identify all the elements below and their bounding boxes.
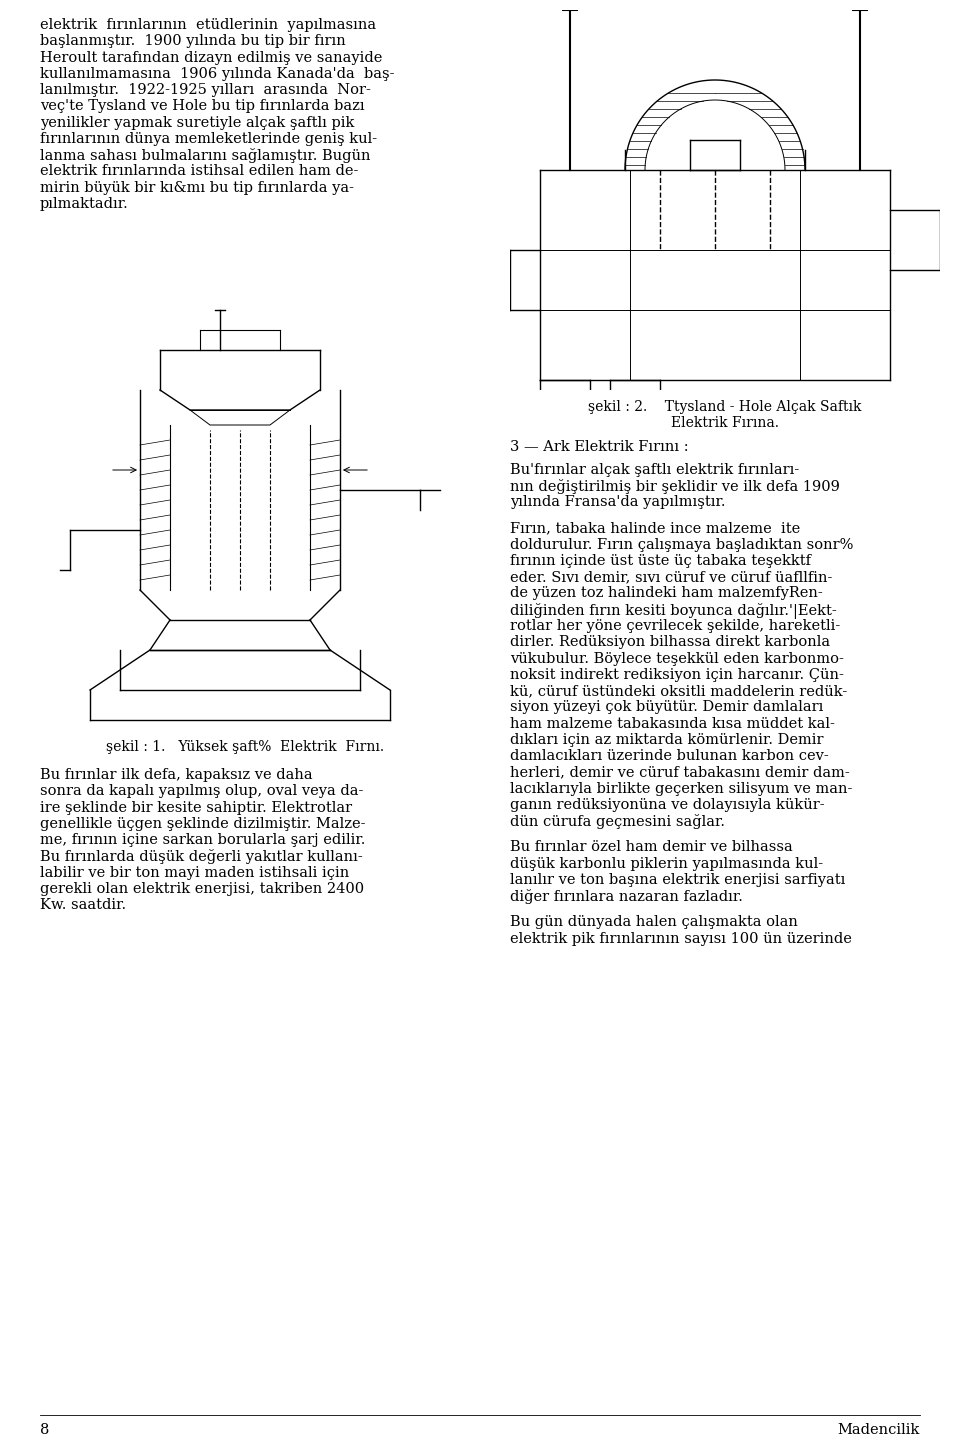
Text: lanma sahası bulmalarını sağlamıştır. Bugün: lanma sahası bulmalarını sağlamıştır. Bu… xyxy=(40,148,371,163)
Text: şekil : 1.   Yüksek şaft%  Elektrik  Fırnı.: şekil : 1. Yüksek şaft% Elektrik Fırnı. xyxy=(106,740,384,755)
Text: noksit indirekt rediksiyon için harcanır. Çün-: noksit indirekt rediksiyon için harcanır… xyxy=(510,668,844,683)
Text: Fırın, tabaka halinde ince malzeme  ite: Fırın, tabaka halinde ince malzeme ite xyxy=(510,521,801,536)
Text: rotlar her yöne çevrilecek şekilde, hareketli-: rotlar her yöne çevrilecek şekilde, hare… xyxy=(510,619,840,634)
Text: doldurulur. Fırın çalışmaya başladıktan sonr%: doldurulur. Fırın çalışmaya başladıktan … xyxy=(510,537,853,552)
Text: ham malzeme tabakasında kısa müddet kal-: ham malzeme tabakasında kısa müddet kal- xyxy=(510,717,835,730)
Text: yenilikler yapmak suretiyle alçak şaftlı pik: yenilikler yapmak suretiyle alçak şaftlı… xyxy=(40,115,354,130)
Text: fırının içinde üst üste üç tabaka teşekktf: fırının içinde üst üste üç tabaka teşekk… xyxy=(510,554,811,567)
Text: dirler. Redüksiyon bilhassa direkt karbonla: dirler. Redüksiyon bilhassa direkt karbo… xyxy=(510,635,830,649)
Text: siyon yüzeyi çok büyütür. Demir damlaları: siyon yüzeyi çok büyütür. Demir damlalar… xyxy=(510,700,824,714)
Text: vükubulur. Böylece teşekkül eden karbonmo-: vükubulur. Böylece teşekkül eden karbonm… xyxy=(510,651,844,665)
Text: Bu fırınlarda düşük değerli yakıtlar kullanı-: Bu fırınlarda düşük değerli yakıtlar kul… xyxy=(40,850,363,864)
Text: diğer fırınlara nazaran fazladır.: diğer fırınlara nazaran fazladır. xyxy=(510,888,743,904)
Text: labilir ve bir ton mayi maden istihsali için: labilir ve bir ton mayi maden istihsali … xyxy=(40,865,349,880)
Text: lacıklarıyla birlikte geçerken silisyum ve man-: lacıklarıyla birlikte geçerken silisyum … xyxy=(510,782,852,796)
Text: düşük karbonlu piklerin yapılmasında kul-: düşük karbonlu piklerin yapılmasında kul… xyxy=(510,857,823,871)
Text: fırınlarının dünya memleketlerinde geniş kul-: fırınlarının dünya memleketlerinde geniş… xyxy=(40,132,377,145)
Text: 3 — Ark Elektrik Fırını :: 3 — Ark Elektrik Fırını : xyxy=(510,441,688,454)
Text: ganın redüksiyonüna ve dolayısıyla kükür-: ganın redüksiyonüna ve dolayısıyla kükür… xyxy=(510,798,825,812)
Text: herleri, demir ve cüruf tabakasını demir dam-: herleri, demir ve cüruf tabakasını demir… xyxy=(510,766,850,779)
Text: pılmaktadır.: pılmaktadır. xyxy=(40,197,129,212)
Text: damlacıkları üzerinde bulunan karbon cev-: damlacıkları üzerinde bulunan karbon cev… xyxy=(510,749,828,763)
Text: me, fırının içine sarkan borularla şarj edilir.: me, fırının içine sarkan borularla şarj … xyxy=(40,834,366,847)
Text: genellikle üçgen şeklinde dizilmiştir. Malze-: genellikle üçgen şeklinde dizilmiştir. M… xyxy=(40,816,366,831)
Text: lanılmıştır.  1922-1925 yılları  arasında  Nor-: lanılmıştır. 1922-1925 yılları arasında … xyxy=(40,84,371,96)
Text: dıkları için az miktarda kömürlenir. Demir: dıkları için az miktarda kömürlenir. Dem… xyxy=(510,733,824,747)
Text: sonra da kapalı yapılmış olup, oval veya da-: sonra da kapalı yapılmış olup, oval veya… xyxy=(40,785,364,798)
Text: dün cürufa geçmesini sağlar.: dün cürufa geçmesini sağlar. xyxy=(510,815,725,829)
Text: veç'te Tysland ve Hole bu tip fırınlarda bazı: veç'te Tysland ve Hole bu tip fırınlarda… xyxy=(40,99,365,114)
Text: diliğinden fırın kesiti boyunca dağılır.'|Eekt-: diliğinden fırın kesiti boyunca dağılır.… xyxy=(510,603,837,619)
Text: şekil : 2.    Ttysland - Hole Alçak Saftık: şekil : 2. Ttysland - Hole Alçak Saftık xyxy=(588,400,862,415)
Text: mirin büyük bir kı&mı bu tip fırınlarda ya-: mirin büyük bir kı&mı bu tip fırınlarda … xyxy=(40,181,354,194)
Text: kullanılmamasına  1906 yılında Kanada'da  baş-: kullanılmamasına 1906 yılında Kanada'da … xyxy=(40,66,395,81)
Text: ire şeklinde bir kesite sahiptir. Elektrotlar: ire şeklinde bir kesite sahiptir. Elektr… xyxy=(40,801,352,815)
Text: de yüzen toz halindeki ham malzemfyRen-: de yüzen toz halindeki ham malzemfyRen- xyxy=(510,586,823,600)
Text: lanılır ve ton başına elektrik enerjisi sarfiyatı: lanılır ve ton başına elektrik enerjisi … xyxy=(510,873,846,887)
Text: eder. Sıvı demir, sıvı cüruf ve cüruf üafllfin-: eder. Sıvı demir, sıvı cüruf ve cüruf üa… xyxy=(510,570,832,585)
Text: Heroult tarafından dizayn edilmiş ve sanayide: Heroult tarafından dizayn edilmiş ve san… xyxy=(40,50,382,65)
Text: Bu'fırınlar alçak şaftlı elektrik fırınları-: Bu'fırınlar alçak şaftlı elektrik fırınl… xyxy=(510,462,800,477)
Text: başlanmıştır.  1900 yılında bu tip bir fırın: başlanmıştır. 1900 yılında bu tip bir fı… xyxy=(40,35,346,49)
Text: elektrik  fırınlarının  etüdlerinin  yapılmasına: elektrik fırınlarının etüdlerinin yapılm… xyxy=(40,17,376,32)
Text: nın değiştirilmiş bir şeklidir ve ilk defa 1909: nın değiştirilmiş bir şeklidir ve ilk de… xyxy=(510,480,840,494)
Text: 8: 8 xyxy=(40,1423,49,1437)
Text: yılında Fransa'da yapılmıştır.: yılında Fransa'da yapılmıştır. xyxy=(510,495,726,510)
Text: Elektrik Fırına.: Elektrik Fırına. xyxy=(671,416,779,431)
Text: Bu fırınlar ilk defa, kapaksız ve daha: Bu fırınlar ilk defa, kapaksız ve daha xyxy=(40,768,313,782)
Text: kü, cüruf üstündeki oksitli maddelerin redük-: kü, cüruf üstündeki oksitli maddelerin r… xyxy=(510,684,848,698)
Text: elektrik pik fırınlarının sayısı 100 ün üzerinde: elektrik pik fırınlarının sayısı 100 ün … xyxy=(510,932,852,946)
Text: elektrik fırınlarında istihsal edilen ham de-: elektrik fırınlarında istihsal edilen ha… xyxy=(40,164,358,179)
Text: Bu fırınlar özel ham demir ve bilhassa: Bu fırınlar özel ham demir ve bilhassa xyxy=(510,841,793,854)
Text: Madencilik: Madencilik xyxy=(838,1423,920,1437)
Text: gerekli olan elektrik enerjisi, takriben 2400: gerekli olan elektrik enerjisi, takriben… xyxy=(40,881,364,896)
Text: Bu gün dünyada halen çalışmakta olan: Bu gün dünyada halen çalışmakta olan xyxy=(510,916,798,929)
Text: Kw. saatdir.: Kw. saatdir. xyxy=(40,899,126,912)
